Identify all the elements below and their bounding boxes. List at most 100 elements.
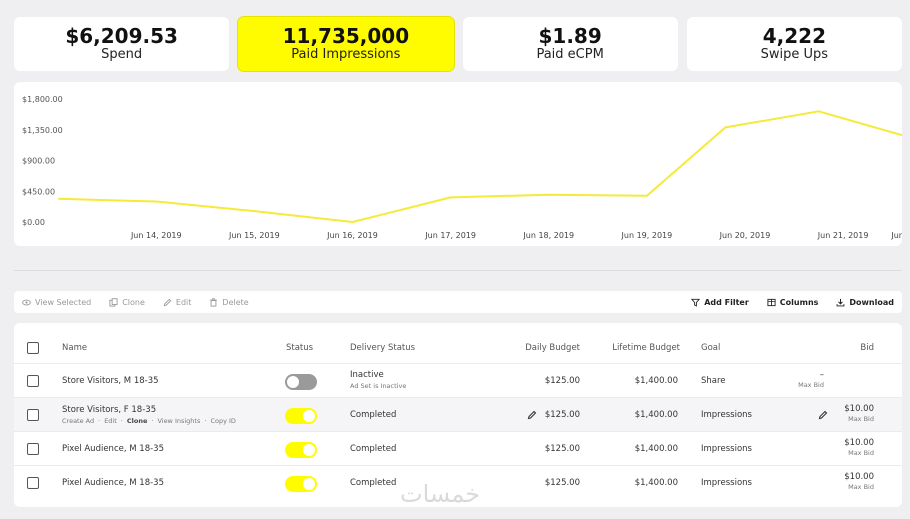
bid: – Max Bid: [789, 370, 824, 389]
separator: ·: [204, 417, 207, 425]
bid-sub: Max Bid: [848, 483, 874, 491]
y-tick-label: $0.00: [22, 218, 45, 227]
y-tick-label: $450.00: [22, 187, 55, 196]
x-tick-label: Jun 21, 2019: [817, 231, 869, 240]
add-filter-button[interactable]: Add Filter: [691, 298, 749, 307]
delete-label: Delete: [222, 297, 249, 307]
kpi-value: 4,222: [762, 24, 826, 48]
clone-button[interactable]: Clone: [109, 298, 145, 307]
row-name[interactable]: Pixel Audience, M 18-35: [62, 444, 164, 454]
delivery-status: Completed: [350, 410, 397, 420]
view-selected-button[interactable]: View Selected: [22, 298, 91, 307]
bid-value: –: [819, 370, 824, 380]
daily-budget: $125.00: [544, 410, 580, 420]
copy-id-link[interactable]: Copy ID: [210, 417, 236, 425]
edit-link[interactable]: Edit: [104, 417, 117, 425]
y-tick-label: $900.00: [22, 157, 55, 166]
status-toggle[interactable]: [285, 442, 317, 458]
x-tick-label: Jun 22, 2019: [890, 231, 902, 240]
kpi-value: 11,735,000: [282, 24, 410, 48]
columns-button[interactable]: Columns: [767, 298, 818, 307]
y-tick-label: $1,800.00: [22, 95, 63, 104]
kpi-label: Paid Impressions: [291, 47, 401, 62]
lifetime-budget: $1,400.00: [634, 376, 678, 386]
row-name[interactable]: Store Visitors, M 18-35: [62, 376, 159, 386]
columns-icon: [767, 298, 776, 306]
edit-bid-pencil-icon[interactable]: [818, 410, 828, 420]
ad-sets-table: Name Status Delivery Status Daily Budget…: [14, 323, 902, 507]
table-row[interactable]: Store Visitors, M 18-35 Inactive Ad Set …: [14, 364, 902, 398]
row-name[interactable]: Pixel Audience, M 18-35: [62, 478, 164, 488]
download-button[interactable]: Download: [836, 298, 894, 307]
pencil-icon: [163, 298, 172, 306]
view-selected-label: View Selected: [35, 297, 92, 307]
download-icon: [837, 298, 845, 306]
bid-value: $10.00: [844, 472, 874, 482]
create-ad-link[interactable]: Create Ad: [62, 417, 95, 425]
view-insights-link[interactable]: View Insights: [157, 417, 201, 425]
header-delivery-status[interactable]: Delivery Status: [350, 343, 416, 353]
kpi-label: Spend: [101, 47, 143, 62]
x-tick-label: Jun 18, 2019: [522, 231, 574, 240]
spend-chart: $1,800.00 $1,350.00 $900.00 $450.00 $0.00 Jun…: [14, 82, 902, 246]
kpi-label: Paid eCPM: [536, 47, 604, 62]
table-row[interactable]: Store Visitors, F 18-35 Create Ad · Edit ·…: [14, 398, 902, 432]
kpi-spend[interactable]: $6,209.53 Spend: [14, 17, 230, 71]
kpi-value: $1.89: [538, 24, 602, 48]
bid-sub: Max Bid: [798, 381, 824, 389]
x-tick-label: Jun 20, 2019: [719, 231, 771, 240]
bid-sub: Max Bid: [848, 449, 874, 457]
row-checkbox[interactable]: [27, 477, 39, 489]
lifetime-budget: $1,400.00: [634, 410, 678, 420]
edit-button[interactable]: Edit: [163, 298, 191, 307]
goal: Impressions: [701, 478, 752, 488]
spend-series-line[interactable]: [58, 110, 902, 223]
header-name[interactable]: Name: [62, 343, 88, 353]
x-tick-label: Jun 16, 2019: [326, 231, 378, 240]
delivery-status: Completed: [350, 444, 397, 454]
header-lifetime-budget[interactable]: Lifetime Budget: [612, 343, 680, 353]
lifetime-budget: $1,400.00: [634, 444, 678, 454]
divider: [14, 270, 902, 271]
kpi-value: $6,209.53: [65, 24, 178, 48]
bid: $10.00 Max Bid: [834, 472, 874, 491]
row-name[interactable]: Store Visitors, F 18-35: [62, 405, 157, 415]
kpi-swipe-ups[interactable]: 4,222 Swipe Ups: [686, 17, 902, 71]
goal: Share: [701, 376, 726, 386]
filter-icon: [691, 298, 701, 307]
toggle-knob: [303, 410, 315, 422]
kpi-paid-impressions[interactable]: 11,735,000 Paid Impressions: [238, 17, 454, 71]
status-toggle[interactable]: [285, 408, 317, 424]
kpi-paid-ecpm[interactable]: $1.89 Paid eCPM: [462, 17, 678, 71]
toggle-knob: [303, 444, 315, 456]
table-header: Name Status Delivery Status Daily Budget…: [14, 323, 902, 364]
table-row[interactable]: Pixel Audience, M 18-35 Completed $125.0…: [14, 466, 902, 507]
chart-svg: $1,800.00 $1,350.00 $900.00 $450.00 $0.00 Jun…: [22, 95, 902, 240]
select-all-checkbox[interactable]: [27, 342, 39, 354]
row-checkbox[interactable]: [27, 375, 39, 387]
daily-budget: $125.00: [544, 478, 580, 488]
status-toggle[interactable]: [285, 374, 317, 390]
header-bid[interactable]: Bid: [860, 343, 874, 353]
y-tick-label: $1,350.00: [22, 126, 63, 135]
clone-label: Clone: [122, 297, 145, 307]
separator: ·: [120, 417, 123, 425]
bid-value: $10.00: [844, 438, 874, 448]
bid-value: $10.00: [844, 404, 874, 414]
status-toggle[interactable]: [285, 476, 317, 492]
edit-budget-pencil-icon[interactable]: [527, 410, 537, 420]
toggle-knob: [303, 478, 315, 490]
header-goal[interactable]: Goal: [701, 343, 721, 353]
table-row[interactable]: Pixel Audience, M 18-35 Completed $125.0…: [14, 432, 902, 466]
delete-button[interactable]: Delete: [209, 297, 249, 307]
x-tick-label: Jun 17, 2019: [424, 231, 476, 240]
row-checkbox[interactable]: [27, 443, 39, 455]
row-checkbox[interactable]: [27, 409, 39, 421]
daily-budget: $125.00: [544, 444, 580, 454]
kpi-label: Swipe Ups: [760, 47, 829, 62]
delivery-status: Inactive Ad Set is Inactive: [350, 370, 406, 390]
lifetime-budget: $1,400.00: [634, 478, 678, 488]
header-status[interactable]: Status: [286, 343, 314, 353]
clone-link[interactable]: Clone: [126, 417, 148, 425]
header-daily-budget[interactable]: Daily Budget: [525, 343, 580, 353]
